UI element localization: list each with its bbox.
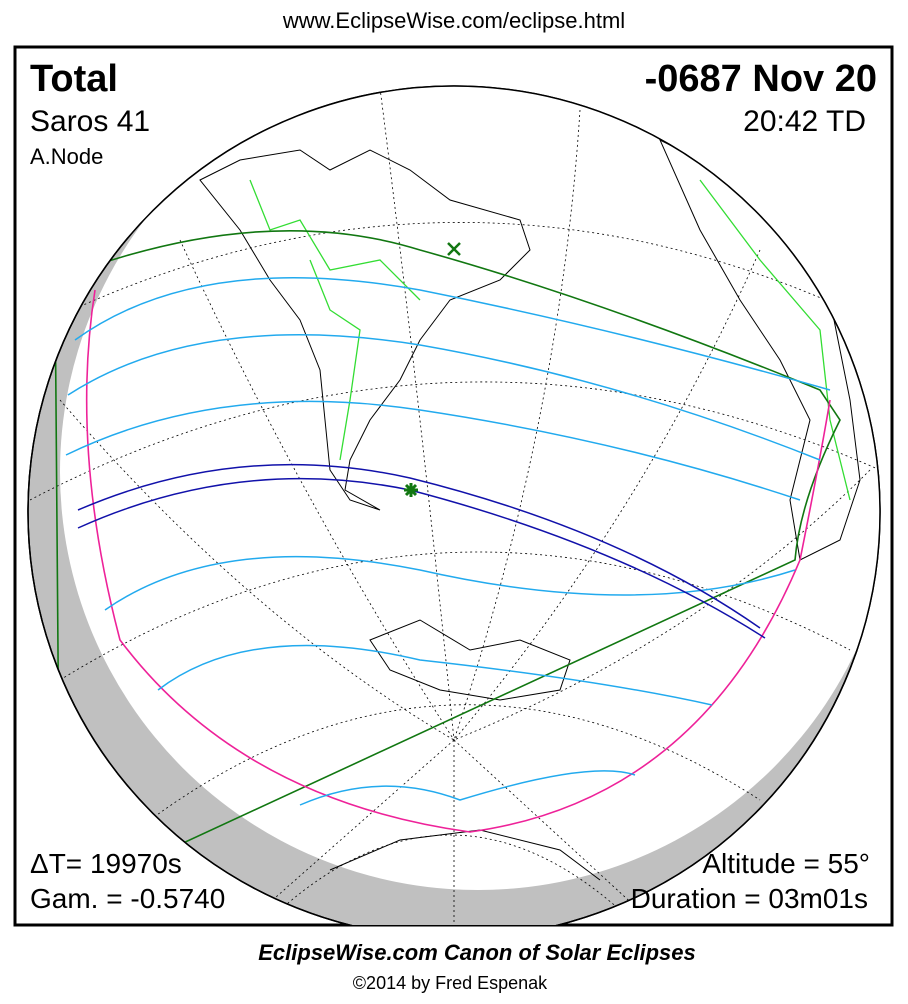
duration: Duration = 03m01s <box>631 883 868 914</box>
date: -0687 Nov 20 <box>645 58 877 100</box>
header-url: www.EclipseWise.com/eclipse.html <box>282 8 625 33</box>
copyright: ©2014 by Fred Espenak <box>353 973 548 993</box>
footer-title: EclipseWise.com Canon of Solar Eclipses <box>258 940 696 965</box>
altitude: Altitude = 55° <box>702 848 870 879</box>
globe <box>27 85 881 925</box>
subsolar-marker <box>447 242 461 256</box>
saros: Saros 41 <box>30 105 150 138</box>
penumbra-limit <box>54 230 841 902</box>
magnitude-curves <box>65 276 831 806</box>
borders <box>249 179 851 501</box>
gamma: Gam. = -0.5740 <box>30 883 225 914</box>
eclipse-type: Total <box>30 58 118 100</box>
time: 20:42 TD <box>743 105 866 138</box>
graticule <box>29 87 880 925</box>
delta-t: ΔT= 19970s <box>30 848 182 879</box>
greatest-eclipse-marker <box>404 483 418 497</box>
node: A.Node <box>30 144 103 169</box>
